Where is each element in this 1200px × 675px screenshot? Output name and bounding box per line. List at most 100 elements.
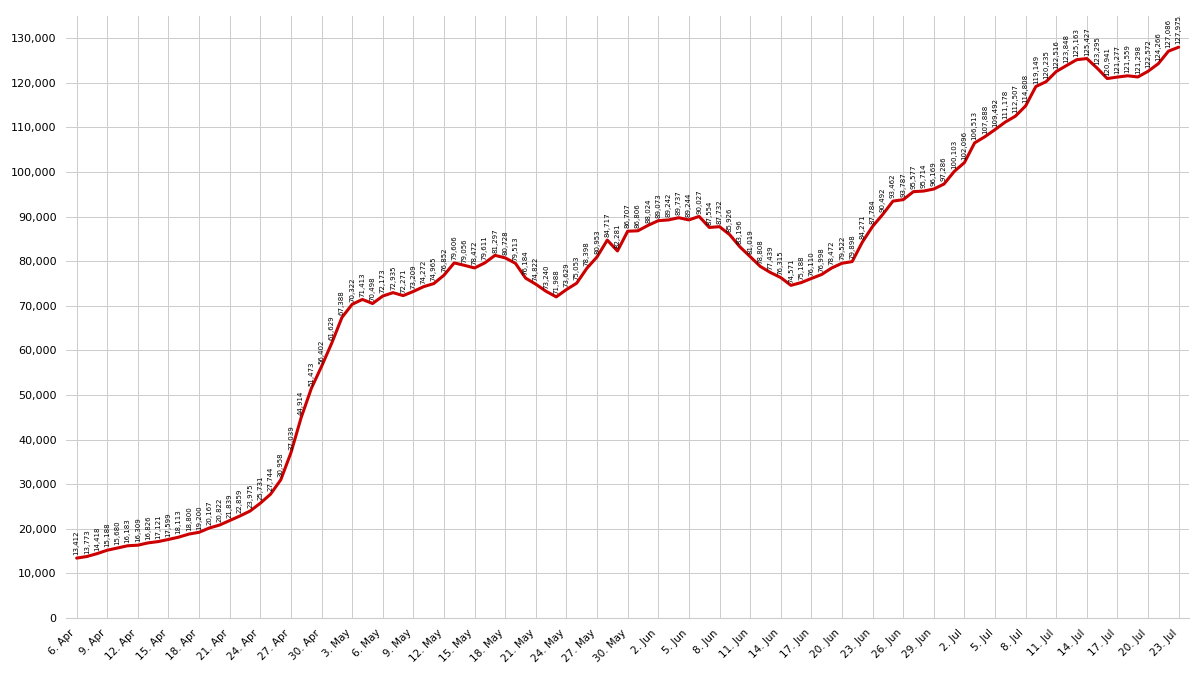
- Text: 122,572: 122,572: [1145, 40, 1151, 68]
- Text: 73,209: 73,209: [410, 264, 416, 289]
- Text: 100,103: 100,103: [952, 140, 958, 169]
- Text: 84,271: 84,271: [859, 215, 865, 240]
- Text: 76,110: 76,110: [809, 251, 815, 275]
- Text: 109,492: 109,492: [992, 98, 998, 127]
- Text: 79,513: 79,513: [512, 236, 518, 261]
- Text: 78,472: 78,472: [829, 241, 835, 265]
- Text: 56,402: 56,402: [318, 340, 324, 364]
- Text: 80,953: 80,953: [594, 230, 600, 254]
- Text: 81,019: 81,019: [748, 229, 754, 254]
- Text: 93,462: 93,462: [890, 174, 896, 198]
- Text: 76,852: 76,852: [442, 248, 448, 273]
- Text: 16,309: 16,309: [134, 518, 140, 543]
- Text: 15,680: 15,680: [114, 520, 120, 545]
- Text: 121,277: 121,277: [1115, 45, 1121, 74]
- Text: 27,744: 27,744: [268, 467, 274, 491]
- Text: 114,808: 114,808: [1022, 74, 1028, 103]
- Text: 80,728: 80,728: [503, 230, 509, 255]
- Text: 67,388: 67,388: [338, 290, 344, 315]
- Text: 87,784: 87,784: [870, 199, 876, 223]
- Text: 76,315: 76,315: [778, 250, 784, 275]
- Text: 71,988: 71,988: [553, 269, 559, 294]
- Text: 125,163: 125,163: [1074, 28, 1080, 57]
- Text: 87,732: 87,732: [716, 199, 722, 224]
- Text: 88,024: 88,024: [646, 198, 652, 223]
- Text: 15,188: 15,188: [104, 523, 110, 547]
- Text: 73,629: 73,629: [564, 262, 570, 287]
- Text: 119,149: 119,149: [1033, 55, 1039, 84]
- Text: 44,914: 44,914: [298, 390, 304, 415]
- Text: 20,822: 20,822: [216, 498, 222, 522]
- Text: 123,295: 123,295: [1094, 36, 1100, 65]
- Text: 23,975: 23,975: [247, 484, 253, 508]
- Text: 81,297: 81,297: [492, 228, 498, 252]
- Text: 121,298: 121,298: [1135, 45, 1141, 74]
- Text: 106,513: 106,513: [972, 111, 978, 140]
- Text: 123,848: 123,848: [1063, 34, 1069, 63]
- Text: 95,577: 95,577: [911, 165, 917, 189]
- Text: 18,113: 18,113: [175, 510, 181, 535]
- Text: 16,183: 16,183: [125, 518, 131, 543]
- Text: 78,472: 78,472: [472, 241, 478, 265]
- Text: 122,516: 122,516: [1054, 40, 1060, 69]
- Text: 18,800: 18,800: [186, 506, 192, 531]
- Text: 89,737: 89,737: [676, 190, 682, 215]
- Text: 75,053: 75,053: [574, 256, 580, 280]
- Text: 83,196: 83,196: [737, 219, 743, 244]
- Text: 93,787: 93,787: [900, 172, 906, 197]
- Text: 74,272: 74,272: [420, 259, 426, 284]
- Text: 125,427: 125,427: [1084, 27, 1090, 56]
- Text: 86,707: 86,707: [625, 204, 631, 228]
- Text: 78,808: 78,808: [757, 239, 763, 264]
- Text: 17,121: 17,121: [155, 514, 161, 539]
- Text: 14,418: 14,418: [94, 526, 100, 551]
- Text: 84,717: 84,717: [605, 213, 611, 238]
- Text: 90,492: 90,492: [880, 187, 886, 211]
- Text: 71,413: 71,413: [359, 272, 365, 296]
- Text: 61,629: 61,629: [329, 316, 335, 340]
- Text: 79,611: 79,611: [482, 236, 488, 260]
- Text: 82,281: 82,281: [614, 223, 620, 248]
- Text: 20,167: 20,167: [206, 501, 212, 525]
- Text: 72,935: 72,935: [390, 265, 396, 290]
- Text: 90,027: 90,027: [696, 189, 702, 214]
- Text: 107,888: 107,888: [982, 105, 988, 134]
- Text: 76,184: 76,184: [523, 250, 529, 275]
- Text: 78,398: 78,398: [584, 241, 590, 265]
- Text: 96,169: 96,169: [931, 161, 937, 186]
- Text: 72,173: 72,173: [379, 269, 385, 293]
- Text: 76,998: 76,998: [818, 247, 824, 272]
- Text: 95,714: 95,714: [920, 164, 926, 188]
- Text: 127,086: 127,086: [1165, 19, 1171, 49]
- Text: 75,188: 75,188: [798, 255, 804, 280]
- Text: 79,898: 79,898: [850, 234, 856, 259]
- Text: 22,859: 22,859: [236, 489, 242, 513]
- Text: 102,096: 102,096: [961, 131, 967, 160]
- Text: 70,498: 70,498: [370, 276, 376, 301]
- Text: 79,056: 79,056: [462, 238, 468, 263]
- Text: 89,242: 89,242: [666, 193, 672, 217]
- Text: 74,571: 74,571: [788, 258, 794, 283]
- Text: 79,522: 79,522: [839, 236, 845, 261]
- Text: 13,773: 13,773: [84, 529, 90, 554]
- Text: 25,731: 25,731: [257, 476, 263, 500]
- Text: 30,958: 30,958: [277, 452, 283, 477]
- Text: 21,839: 21,839: [227, 493, 233, 518]
- Text: 120,235: 120,235: [1043, 50, 1049, 79]
- Text: 86,806: 86,806: [635, 203, 641, 228]
- Text: 120,941: 120,941: [1104, 47, 1110, 76]
- Text: 79,606: 79,606: [451, 236, 457, 260]
- Text: 72,271: 72,271: [400, 269, 406, 293]
- Text: 89,073: 89,073: [655, 193, 661, 218]
- Text: 17,599: 17,599: [166, 512, 172, 537]
- Text: 74,822: 74,822: [533, 257, 539, 281]
- Text: 74,965: 74,965: [431, 256, 437, 281]
- Text: 127,975: 127,975: [1176, 16, 1182, 45]
- Text: 37,039: 37,039: [288, 425, 294, 450]
- Text: 121,559: 121,559: [1124, 44, 1130, 73]
- Text: 89,244: 89,244: [686, 193, 692, 217]
- Text: 87,554: 87,554: [707, 200, 713, 225]
- Text: 112,507: 112,507: [1013, 84, 1019, 113]
- Text: 124,266: 124,266: [1156, 32, 1162, 61]
- Text: 70,322: 70,322: [349, 277, 355, 302]
